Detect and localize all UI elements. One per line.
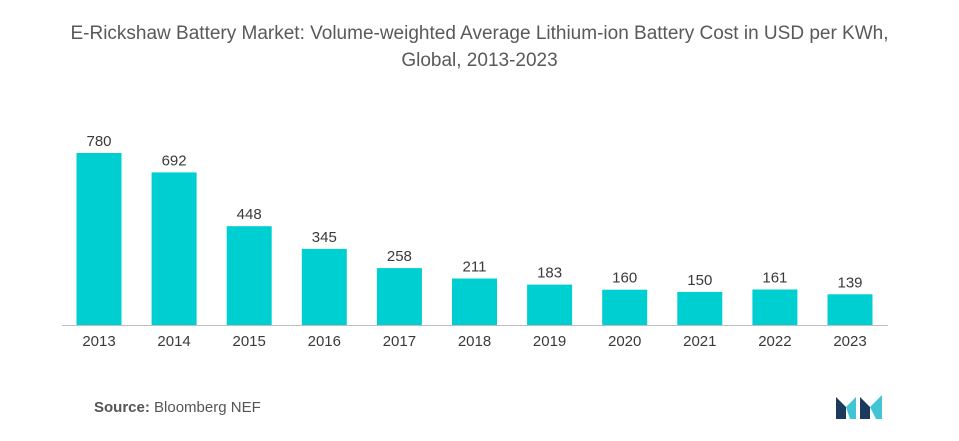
bar-2019 <box>527 284 573 325</box>
bar-2013 <box>76 153 122 325</box>
data-label-2023: 139 <box>837 274 862 291</box>
data-label-2022: 161 <box>762 270 787 287</box>
logo-shape-mid-right <box>860 397 870 419</box>
logo-shape-right <box>870 395 882 419</box>
x-tick-2015: 2015 <box>233 333 266 350</box>
data-label-2021: 150 <box>687 272 712 289</box>
bar-2023 <box>827 294 873 325</box>
bar-2014 <box>151 172 197 325</box>
chart-title: E-Rickshaw Battery Market: Volume-weight… <box>70 23 889 71</box>
data-labels-group: 780 692 448 345 258 211 183 160 150 161 139 <box>86 133 862 291</box>
x-tick-2020: 2020 <box>608 333 641 350</box>
x-tick-2021: 2021 <box>683 333 716 350</box>
source-label: Source: <box>94 399 150 416</box>
x-tick-2017: 2017 <box>383 333 416 350</box>
bar-2016 <box>301 248 347 325</box>
x-tick-2023: 2023 <box>833 333 866 350</box>
logo-shape-left <box>836 397 846 419</box>
data-label-2014: 692 <box>162 152 187 169</box>
bar-2021 <box>677 291 723 325</box>
data-label-2018: 211 <box>463 259 487 276</box>
x-tick-2018: 2018 <box>458 333 491 350</box>
bar-2017 <box>376 268 422 325</box>
bar-2020 <box>602 289 648 325</box>
source-text: Bloomberg NEF <box>154 399 261 416</box>
bar-2015 <box>226 226 272 325</box>
x-tick-labels-group: 2013 2014 2015 2016 2017 2018 2019 2020 2021 2022… <box>82 333 866 350</box>
source-note: Source: Bloomberg NEF <box>94 399 261 416</box>
data-label-2017: 258 <box>387 248 412 265</box>
x-tick-2014: 2014 <box>157 333 190 350</box>
data-label-2015: 448 <box>237 206 262 223</box>
mordor-intelligence-logo-icon <box>836 395 882 419</box>
bar-2022 <box>752 289 798 325</box>
x-tick-2016: 2016 <box>308 333 341 350</box>
x-tick-2022: 2022 <box>758 333 791 350</box>
bars-group <box>76 153 873 325</box>
x-tick-2013: 2013 <box>82 333 115 350</box>
bar-2018 <box>452 278 497 325</box>
x-tick-2019: 2019 <box>533 333 566 350</box>
logo-shape-mid-left <box>846 397 856 419</box>
data-label-2013: 780 <box>86 133 111 150</box>
data-label-2020: 160 <box>612 270 637 287</box>
data-label-2019: 183 <box>537 265 562 282</box>
data-label-2016: 345 <box>312 229 337 246</box>
